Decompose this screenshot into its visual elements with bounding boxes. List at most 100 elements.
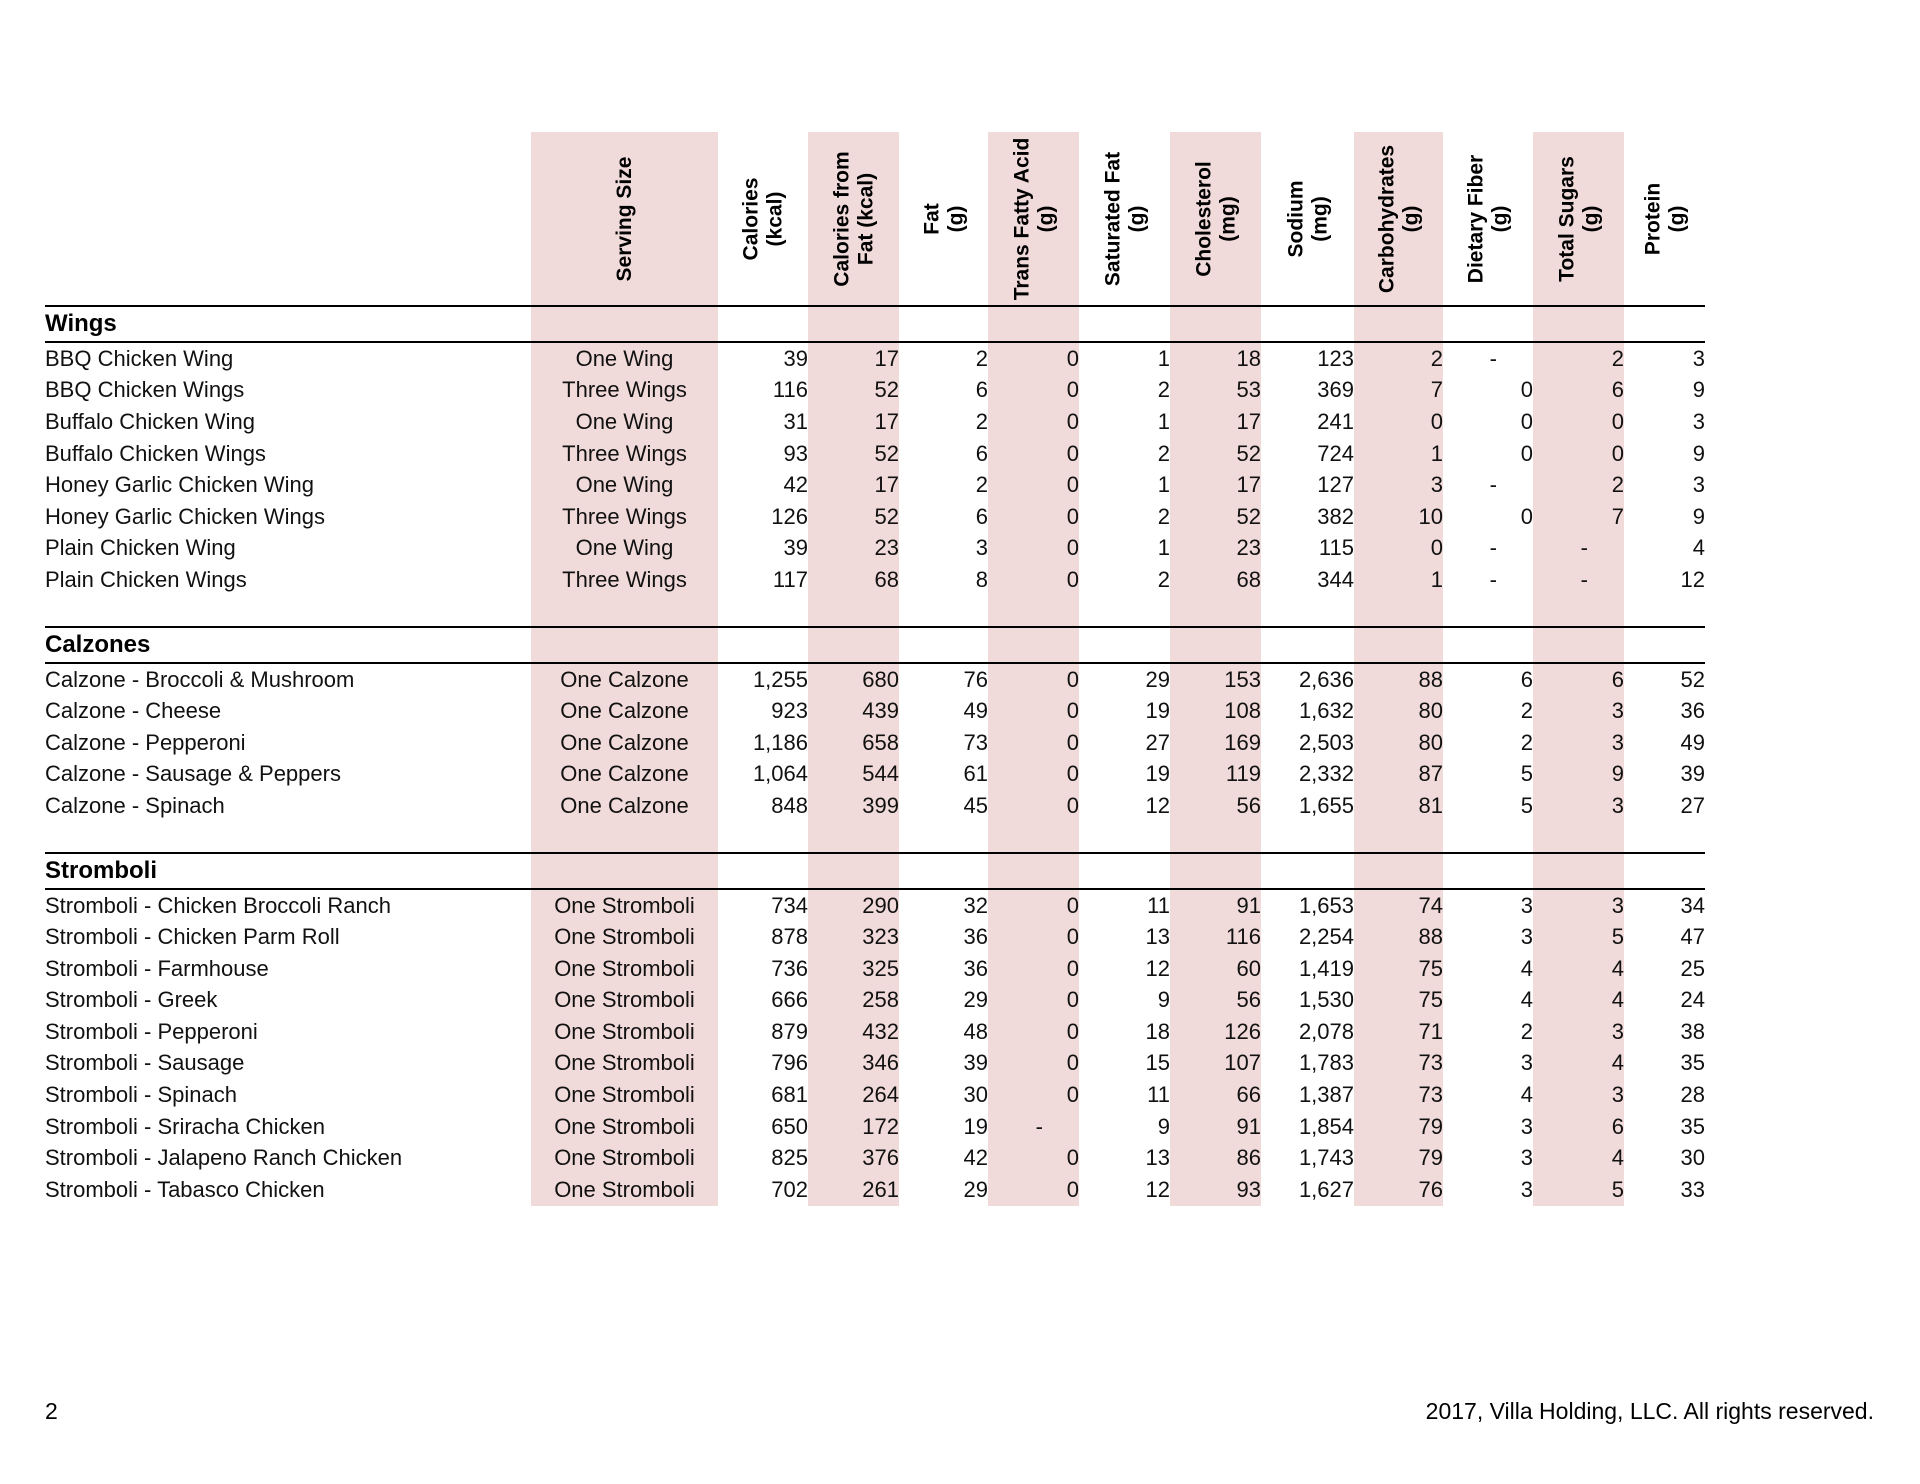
empty-cell [988, 595, 1079, 627]
value-cell: 4 [1533, 1142, 1624, 1175]
value-cell: - [1489, 566, 1497, 592]
value-cell: 1,632 [1298, 698, 1354, 724]
serving-size-cell: One Stromboli [531, 888, 718, 922]
empty-cell [988, 305, 1079, 343]
value-cell: 6 [1520, 666, 1533, 692]
value-cell: 30 [963, 1082, 988, 1108]
value-cell: 3 [1533, 1016, 1624, 1048]
value-cell: 734 [771, 892, 808, 918]
value-cell: 0 [988, 758, 1079, 791]
value-cell: 344 [1317, 566, 1354, 592]
value-cell: 75 [1354, 984, 1443, 1017]
value-cell: 153 [1170, 662, 1261, 696]
serving-size-cell: One Calzone [531, 695, 718, 727]
value-cell: 2 [1520, 729, 1533, 755]
value-cell: 1,530 [1298, 987, 1354, 1013]
column-header-label: Trans Fatty Acid (g) [1009, 137, 1057, 300]
value-cell: 87 [1354, 758, 1443, 791]
value-cell: 680 [808, 662, 899, 696]
empty-cell [899, 822, 988, 853]
value-cell: 3 [1533, 1079, 1624, 1111]
item-name: Stromboli - Sriracha Chicken [45, 1113, 325, 1139]
value-cell: 923 [771, 698, 808, 724]
value-cell: 35 [1680, 1050, 1705, 1076]
value-cell: 73 [963, 729, 988, 755]
empty-cell [1354, 851, 1443, 890]
value-cell: 241 [1317, 408, 1354, 434]
value-cell: 1,255 [752, 666, 808, 692]
value-cell: 34 [1680, 892, 1705, 918]
empty-cell [1170, 595, 1261, 627]
value-cell: 9 [1157, 987, 1170, 1013]
column-header-carbohydrates: Carbohydrates (g) [1354, 132, 1443, 307]
item-name: Stromboli - Spinach [45, 1082, 237, 1108]
table-row: Stromboli - Pepperoni One Stromboli 879 432… [45, 1016, 1705, 1048]
empty-cell [45, 822, 531, 853]
column-header-saturated-fat: Saturated Fat (g) [1079, 132, 1170, 307]
value-cell: 3 [1692, 345, 1705, 371]
value-cell: 93 [783, 440, 808, 466]
empty-cell [988, 625, 1079, 664]
table-row: Stromboli - Chicken Broccoli Ranch One St… [45, 888, 1705, 922]
empty-cell [718, 596, 808, 627]
nutrition-table-wrap: Serving Size Calories (kcal) Calories from… [45, 132, 1705, 1206]
value-cell: 0 [988, 921, 1079, 953]
empty-cell [1261, 851, 1354, 890]
empty-cell [531, 595, 718, 627]
empty-cell [1533, 625, 1624, 664]
item-name: Stromboli - Sausage [45, 1050, 245, 1076]
column-header-sodium: Sodium (mg) [1261, 132, 1354, 307]
empty-cell [899, 851, 988, 890]
value-cell: 0 [1520, 503, 1533, 529]
empty-cell [1443, 851, 1533, 890]
value-cell: 76 [963, 666, 988, 692]
value-cell: 5 [1533, 1174, 1624, 1206]
value-cell: 3 [1354, 469, 1443, 501]
value-cell: - [1489, 472, 1497, 498]
value-cell: 116 [772, 377, 808, 403]
empty-cell [899, 305, 988, 343]
value-cell: 119 [1170, 758, 1261, 791]
value-cell: 39 [963, 1050, 988, 1076]
value-cell: 116 [1170, 921, 1261, 953]
value-cell: 86 [1170, 1142, 1261, 1175]
value-cell: 9 [1692, 440, 1705, 466]
table-row: Stromboli - Jalapeno Ranch Chicken One St… [45, 1142, 1705, 1175]
value-cell: 13 [1145, 924, 1170, 950]
column-header-calories: Calories (kcal) [718, 132, 808, 307]
table-row: BBQ Chicken Wings Three Wings 116 52 6 0 2 53 36… [45, 374, 1705, 407]
empty-cell [1443, 596, 1533, 627]
value-cell: 0 [1520, 377, 1533, 403]
empty-cell [808, 625, 899, 664]
value-cell: 290 [808, 888, 899, 922]
value-cell: 1 [1354, 564, 1443, 596]
value-cell: 658 [808, 726, 899, 759]
table-row: Stromboli - Greek One Stromboli 666 258 29 0 9… [45, 984, 1705, 1017]
empty-cell [1079, 851, 1170, 890]
value-cell: 80 [1354, 695, 1443, 727]
value-cell: 126 [1170, 1016, 1261, 1048]
item-name: BBQ Chicken Wing [45, 345, 234, 371]
value-cell: 4 [1520, 1082, 1533, 1108]
value-cell: 2 [1354, 342, 1443, 375]
section-title: Stromboli [45, 851, 531, 890]
value-cell: 1 [1157, 472, 1170, 498]
value-cell: 15 [1145, 1050, 1170, 1076]
column-header-total-sugars: Total Sugars (g) [1533, 132, 1624, 307]
value-cell: 23 [1170, 532, 1261, 565]
serving-size-cell: One Stromboli [531, 952, 718, 985]
value-cell: 681 [771, 1082, 808, 1108]
empty-cell [1261, 625, 1354, 664]
value-cell: 6 [975, 377, 988, 403]
value-cell: 56 [1170, 790, 1261, 822]
value-cell: 27 [1145, 729, 1170, 755]
value-cell: 39 [783, 535, 808, 561]
empty-cell [1624, 305, 1705, 343]
serving-size-cell: Three Wings [531, 437, 718, 470]
value-cell: 0 [988, 500, 1079, 533]
value-cell: 61 [963, 761, 988, 787]
value-cell: 8 [975, 566, 988, 592]
column-header-label: Saturated Fat (g) [1100, 151, 1148, 286]
value-cell: 47 [1680, 924, 1705, 950]
item-name: Calzone - Broccoli & Mushroom [45, 666, 355, 692]
